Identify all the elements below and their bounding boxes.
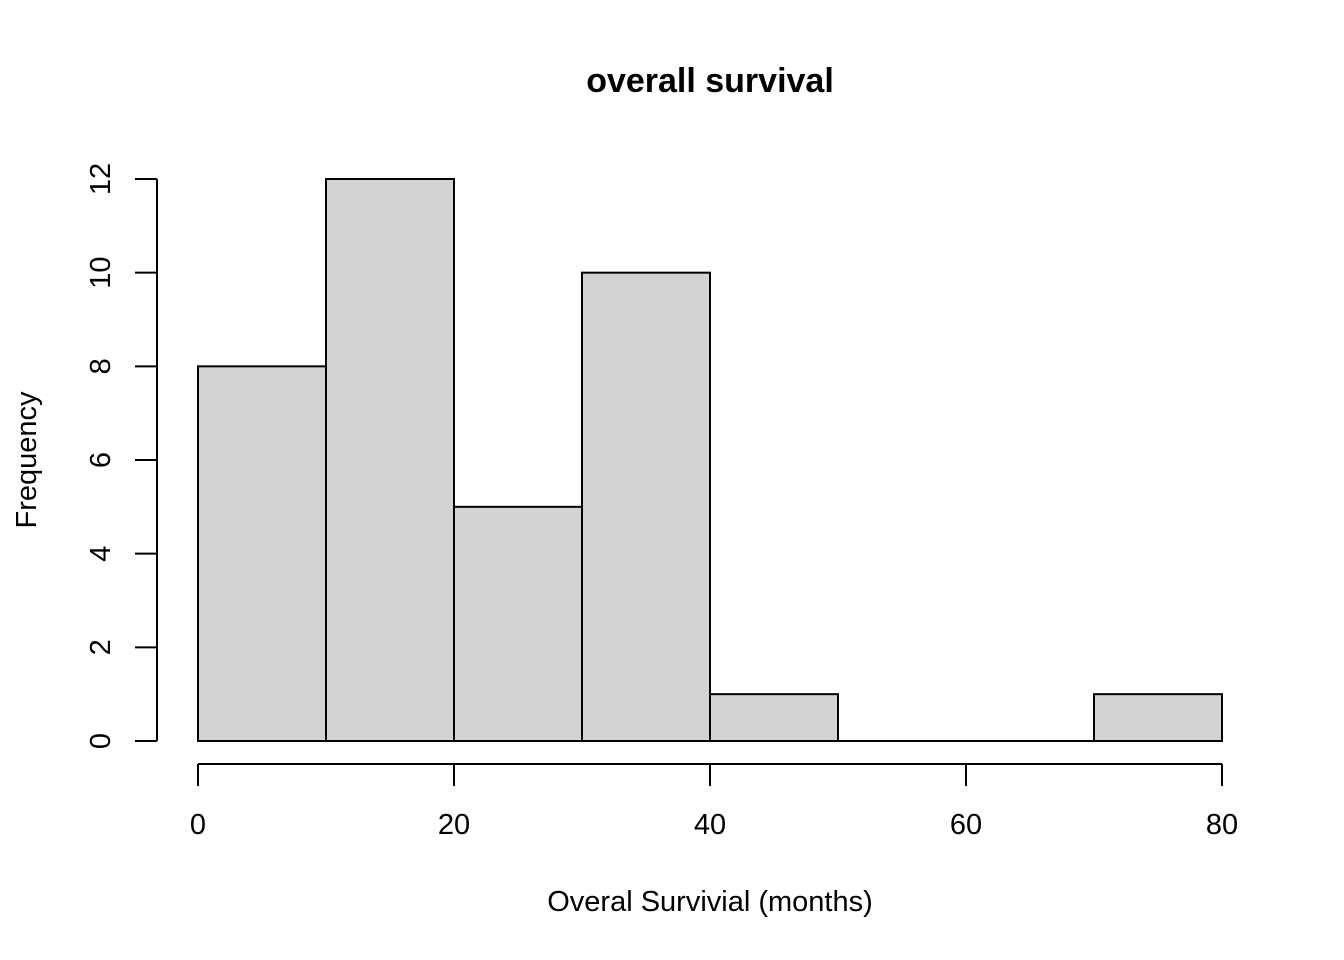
- y-axis: 0 2 4 6 8 10 12: [85, 163, 158, 749]
- y-tick-label: 12: [85, 163, 117, 195]
- y-tick-label: 0: [85, 733, 117, 749]
- histogram-bar-70-80: [1093, 693, 1223, 743]
- histogram-bar-0-10: [197, 365, 327, 742]
- x-tick-label: 60: [950, 809, 982, 841]
- x-tick-label: 20: [438, 809, 470, 841]
- chart-title: overall survival: [586, 62, 834, 100]
- x-tick-label: 80: [1206, 809, 1238, 841]
- y-tick-label: 10: [85, 257, 117, 289]
- x-axis-label: Overal Survivial (months): [547, 886, 873, 918]
- histogram-bar-30-40: [581, 271, 711, 742]
- bars-group: [197, 178, 1223, 743]
- y-tick-label: 6: [85, 452, 117, 468]
- histogram-bar-40-50: [709, 693, 839, 743]
- x-tick-label: 0: [190, 809, 206, 841]
- x-axis: 0 20 40 60 80: [190, 763, 1238, 841]
- histogram-bar-10-20: [325, 178, 455, 742]
- histogram-bar-20-30: [453, 505, 583, 743]
- x-tick-label: 40: [694, 809, 726, 841]
- y-tick-label: 2: [85, 639, 117, 655]
- y-tick-label: 8: [85, 358, 117, 374]
- y-tick-label: 4: [85, 546, 117, 562]
- y-axis-label: Frequency: [11, 391, 43, 529]
